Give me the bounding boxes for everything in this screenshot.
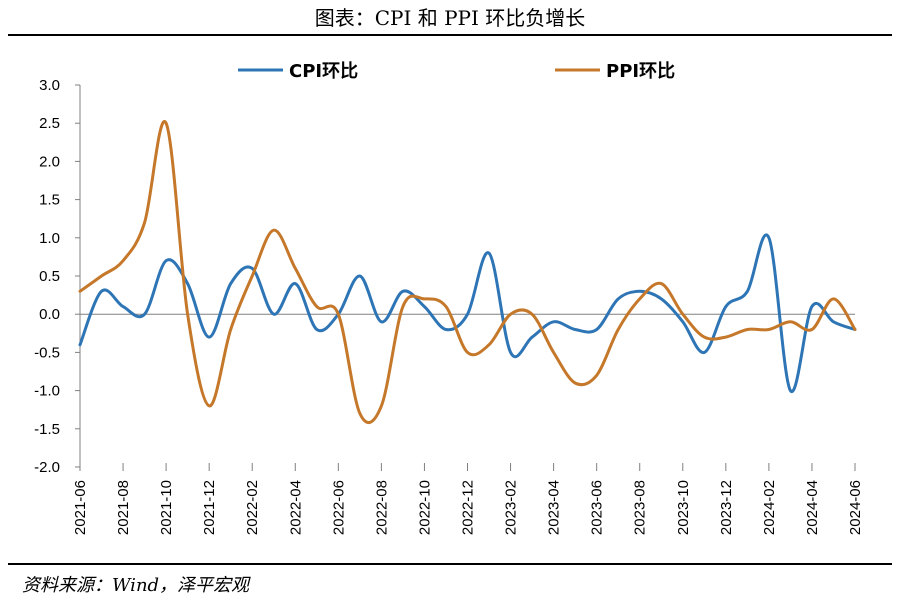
y-tick-label: 0.0 xyxy=(39,306,60,323)
cpi-series-line xyxy=(78,233,857,393)
ppi-series-line xyxy=(78,120,857,424)
y-tick-label: 0.5 xyxy=(39,268,60,285)
x-tick-label: 2023-10 xyxy=(675,480,692,535)
y-tick-label: 1.0 xyxy=(39,230,60,247)
x-tick-label: 2023-06 xyxy=(589,480,606,535)
x-tick-label: 2021-06 xyxy=(72,480,89,535)
chart-title: 图表：CPI 和 PPI 环比负增长 xyxy=(314,6,586,30)
source-note: 资料来源：Wind，泽平宏观 xyxy=(22,575,250,596)
y-tick-label: 3.0 xyxy=(39,77,60,94)
bottom-rule xyxy=(8,563,892,565)
x-tick-label: 2022-02 xyxy=(244,480,261,535)
y-tick-label: -0.5 xyxy=(34,344,60,361)
x-tick-label: 2023-08 xyxy=(632,480,649,535)
x-tick-label: 2021-08 xyxy=(115,480,132,535)
x-tick-label: 2021-10 xyxy=(158,480,175,535)
y-tick-label: 2.0 xyxy=(39,153,60,170)
x-tick-label: 2024-04 xyxy=(804,480,821,535)
x-tick-label: 2022-12 xyxy=(460,480,477,535)
x-tick-label: 2023-02 xyxy=(503,480,520,535)
y-tick-label: 1.5 xyxy=(39,192,60,209)
y-tick-label: -1.5 xyxy=(34,421,60,438)
x-tick-label: 2023-12 xyxy=(718,480,735,535)
x-tick-label: 2021-12 xyxy=(201,480,218,535)
x-tick-label: 2022-08 xyxy=(373,480,390,535)
legend-label: PPI环比 xyxy=(606,61,675,82)
y-tick-label: -2.0 xyxy=(34,459,60,476)
top-rule xyxy=(8,34,892,36)
x-tick-label: 2022-10 xyxy=(416,480,433,535)
legend-label: CPI环比 xyxy=(289,61,358,82)
x-tick-label: 2023-04 xyxy=(546,480,563,535)
x-tick-label: 2022-04 xyxy=(287,480,304,535)
x-tick-label: 2024-02 xyxy=(761,480,778,535)
x-tick-label: 2022-06 xyxy=(330,480,347,535)
y-tick-label: 2.5 xyxy=(39,115,60,132)
x-tick-label: 2024-06 xyxy=(847,480,864,535)
y-tick-label: -1.0 xyxy=(34,383,60,400)
